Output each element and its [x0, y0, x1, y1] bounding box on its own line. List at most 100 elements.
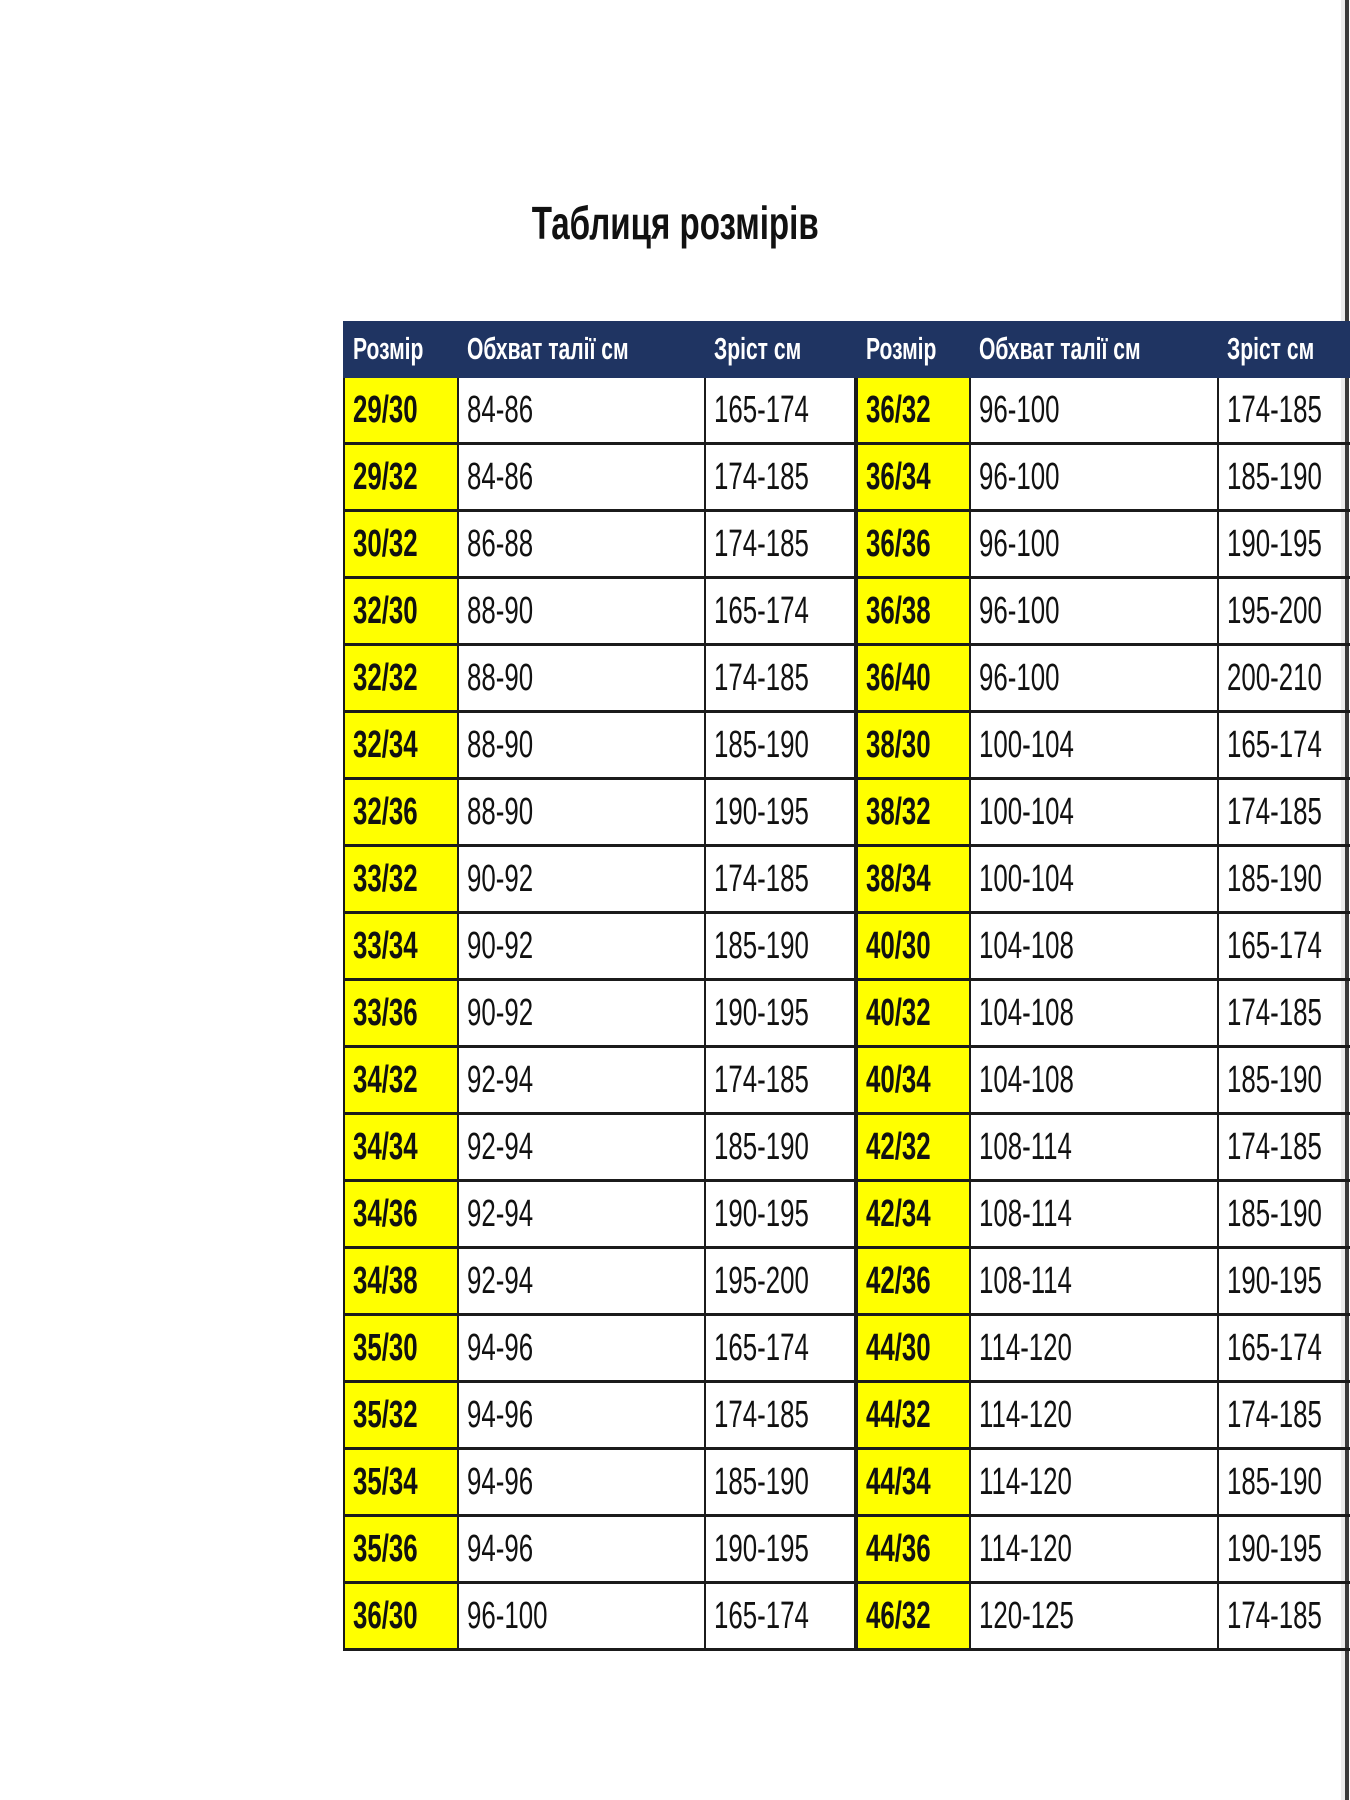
column-gap — [854, 778, 857, 846]
size-cell: 36/30 — [343, 1581, 459, 1651]
waist-cell: 96-100 — [456, 1581, 707, 1651]
waist-cell-text: 100-104 — [979, 857, 1075, 900]
size-cell: 38/32 — [855, 777, 972, 847]
height-cell-text: 174-185 — [1226, 1393, 1322, 1436]
size-cell-text: 34/38 — [353, 1259, 418, 1302]
size-cell-text: 36/30 — [353, 1594, 418, 1637]
size-cell: 46/32 — [855, 1581, 972, 1651]
size-cell: 35/30 — [343, 1313, 459, 1383]
height-cell: 200-210 — [1216, 643, 1350, 713]
waist-cell: 84-86 — [456, 375, 707, 445]
waist-cell: 86-88 — [456, 509, 707, 579]
height-cell-text: 195-200 — [714, 1259, 810, 1302]
waist-cell-text: 120-125 — [979, 1594, 1075, 1637]
height-cell: 174-185 — [1216, 978, 1350, 1048]
height-cell: 165-174 — [1216, 911, 1350, 981]
size-cell-text: 33/36 — [353, 991, 418, 1034]
height-cell-text: 165-174 — [714, 589, 810, 632]
height-cell: 190-195 — [1216, 1246, 1350, 1316]
size-cell: 42/34 — [855, 1179, 972, 1249]
waist-cell: 94-96 — [456, 1313, 707, 1383]
height-cell-text: 174-185 — [1226, 991, 1322, 1034]
size-cell: 44/36 — [855, 1514, 972, 1584]
waist-cell-text: 92-94 — [466, 1259, 533, 1302]
size-cell: 44/32 — [855, 1380, 972, 1450]
height-cell-text: 190-195 — [1226, 1527, 1322, 1570]
size-cell: 32/34 — [343, 710, 459, 780]
height-cell: 174-185 — [1216, 1581, 1350, 1651]
size-cell-text: 35/32 — [353, 1393, 418, 1436]
height-cell: 174-185 — [704, 844, 856, 914]
waist-cell: 88-90 — [456, 710, 707, 780]
size-cell-text: 33/32 — [353, 857, 418, 900]
size-cell: 33/36 — [343, 978, 459, 1048]
header-size: Розмір — [343, 321, 459, 378]
waist-cell-text: 84-86 — [466, 388, 533, 431]
height-cell-text: 200-210 — [1226, 656, 1322, 699]
height-cell: 195-200 — [1216, 576, 1350, 646]
column-gap — [854, 1180, 857, 1248]
column-gap — [854, 912, 857, 980]
waist-cell-text: 96-100 — [466, 1594, 548, 1637]
height-cell: 174-185 — [1216, 1380, 1350, 1450]
height-cell-text: 190-195 — [1226, 522, 1322, 565]
waist-cell: 90-92 — [456, 844, 707, 914]
waist-cell: 96-100 — [969, 643, 1219, 713]
height-cell: 185-190 — [1216, 1045, 1350, 1115]
size-cell: 33/32 — [343, 844, 459, 914]
waist-cell-text: 100-104 — [979, 723, 1075, 766]
table-row: 32/36 88-90 190-195 38/32 100-104 174-185 — [343, 777, 1350, 847]
waist-cell: 104-108 — [969, 978, 1219, 1048]
size-cell: 33/34 — [343, 911, 459, 981]
header-waist: Обхват талії см — [969, 321, 1219, 378]
column-gap — [854, 1046, 857, 1114]
height-cell: 165-174 — [704, 1581, 856, 1651]
height-cell: 190-195 — [704, 777, 856, 847]
size-cell: 36/32 — [855, 375, 972, 445]
size-cell: 36/40 — [855, 643, 972, 713]
height-cell-text: 185-190 — [1226, 1058, 1322, 1101]
waist-cell: 92-94 — [456, 1112, 707, 1182]
height-cell: 190-195 — [704, 1514, 856, 1584]
waist-cell: 92-94 — [456, 1246, 707, 1316]
waist-cell: 94-96 — [456, 1380, 707, 1450]
height-cell: 174-185 — [1216, 375, 1350, 445]
header-height-text: Зріст см — [714, 331, 802, 366]
column-gap — [853, 322, 857, 377]
size-cell: 34/36 — [343, 1179, 459, 1249]
table-row: 36/30 96-100 165-174 46/32 120-125 174-185 — [343, 1581, 1350, 1651]
waist-cell: 120-125 — [969, 1581, 1219, 1651]
height-cell-text: 165-174 — [714, 1326, 810, 1369]
waist-cell-text: 96-100 — [979, 388, 1060, 431]
size-cell-text: 36/34 — [865, 455, 931, 498]
waist-cell-text: 96-100 — [979, 455, 1060, 498]
table-row: 34/38 92-94 195-200 42/36 108-114 190-195 — [343, 1246, 1350, 1316]
waist-cell: 96-100 — [969, 375, 1219, 445]
size-cell: 34/32 — [343, 1045, 459, 1115]
page-title-text: Таблиця розмірів — [531, 197, 819, 249]
waist-cell-text: 88-90 — [466, 723, 533, 766]
size-cell-text: 33/34 — [353, 924, 418, 967]
waist-cell: 108-114 — [969, 1246, 1219, 1316]
size-cell: 32/32 — [343, 643, 459, 713]
height-cell: 174-185 — [1216, 1112, 1350, 1182]
waist-cell-text: 104-108 — [979, 1058, 1075, 1101]
table-row: 32/34 88-90 185-190 38/30 100-104 165-174 — [343, 710, 1350, 780]
height-cell-text: 174-185 — [1226, 1594, 1322, 1637]
column-gap — [854, 845, 857, 913]
header-height: Зріст см — [704, 321, 856, 378]
height-cell: 165-174 — [1216, 710, 1350, 780]
column-gap — [854, 1314, 857, 1382]
height-cell-text: 190-195 — [714, 1527, 810, 1570]
size-cell: 38/30 — [855, 710, 972, 780]
waist-cell: 100-104 — [969, 844, 1219, 914]
table-row: 30/32 86-88 174-185 36/36 96-100 190-195 — [343, 509, 1350, 579]
height-cell-text: 165-174 — [1226, 723, 1322, 766]
size-cell: 29/30 — [343, 375, 459, 445]
size-cell-text: 36/36 — [865, 522, 931, 565]
size-cell-text: 40/30 — [865, 924, 931, 967]
waist-cell: 96-100 — [969, 576, 1219, 646]
header-waist-text: Обхват талії см — [979, 331, 1141, 366]
waist-cell-text: 96-100 — [979, 589, 1060, 632]
height-cell-text: 174-185 — [1226, 1125, 1322, 1168]
